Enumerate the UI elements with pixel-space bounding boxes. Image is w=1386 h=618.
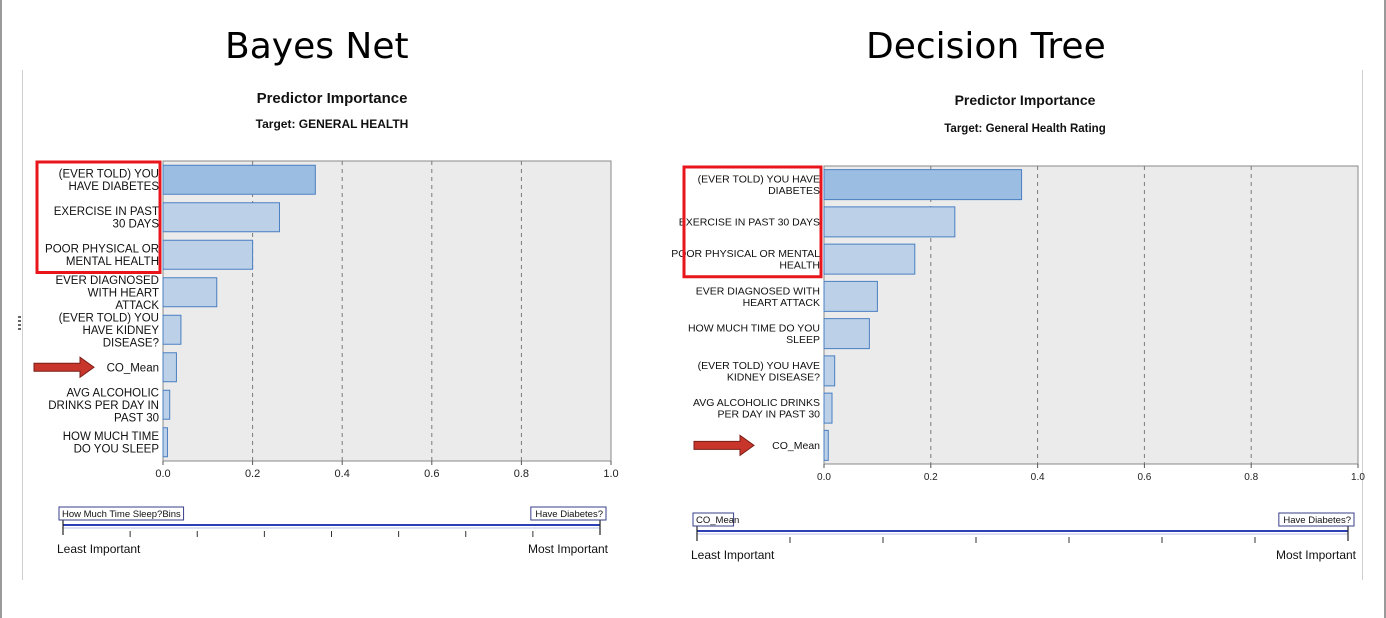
- bayes-category-label: EVER DIAGNOSED WITH HEART ATTACK: [55, 275, 159, 312]
- bayes-category-label: (EVER TOLD) YOU HAVE KIDNEY DISEASE?: [59, 312, 160, 349]
- bayes-slider-right-label-box: [530, 506, 607, 521]
- dtree-category-label: EXERCISE IN PAST 30 DAYS: [679, 217, 820, 229]
- bayes-bar: [162, 239, 254, 270]
- bayes-net-chart: Predictor Importance Target: GENERAL HEAL…: [33, 90, 619, 556]
- dtree-category-label: (EVER TOLD) YOU HAVE KIDNEY DISEASE?: [698, 360, 820, 384]
- dtree-slider-right-handle: [1345, 524, 1349, 541]
- bayes-slider-left-label-box: [58, 506, 185, 521]
- bayes-category-label: POOR PHYSICAL OR MENTAL HEALTH: [45, 244, 159, 269]
- dtree-bar: [823, 392, 833, 424]
- bayes-chart-title: Predictor Importance: [257, 90, 408, 107]
- dtree-category-label: EVER DIAGNOSED WITH HEART ATTACK: [696, 285, 820, 309]
- dtree-category-label: POOR PHYSICAL OR MENTAL HEALTH: [671, 248, 820, 272]
- dtree-slider-left-label: CO_Mean: [696, 515, 739, 526]
- bayes-slider-right-label: Have Diabetes?: [535, 509, 603, 520]
- dtree-pointer-arrow: [693, 434, 755, 457]
- dtree-slider-right-label: Have Diabetes?: [1283, 515, 1351, 526]
- dtree-bar: [823, 355, 836, 387]
- dtree-bar: [823, 280, 878, 312]
- dtree-bar: [823, 429, 829, 461]
- bayes-slider-left-label: How Much Time Sleep?Bins: [62, 509, 181, 520]
- dtree-bar: [823, 243, 916, 275]
- dtree-x-tick-label: 0.8: [1244, 472, 1258, 483]
- dtree-bar: [823, 206, 956, 238]
- right-panel-border: [1362, 70, 1363, 580]
- bayes-pointer-arrow: [33, 356, 95, 379]
- dtree-category-label: HOW MUCH TIME DO YOU SLEEP: [688, 323, 820, 347]
- bayes-category-label: EXERCISE IN PAST 30 DAYS: [54, 206, 160, 231]
- dtree-slider-left-label-box: [692, 512, 735, 527]
- dtree-bar: [823, 318, 870, 350]
- bayes-bar: [162, 427, 168, 458]
- dtree-bar: [823, 169, 1023, 201]
- window-left-border: [0, 0, 2, 618]
- dtree-x-tick-label: 0.0: [817, 472, 831, 483]
- bayes-bar: [162, 277, 218, 308]
- bayes-bar: [162, 164, 316, 195]
- bayes-bar: [162, 314, 182, 345]
- dtree-highlight-box: [682, 165, 823, 279]
- bayes-x-tick-label: 1.0: [603, 468, 618, 480]
- bayes-bar: [162, 389, 171, 420]
- bayes-x-tick-label: 0.2: [245, 468, 260, 480]
- dtree-least-important-label: Least Important: [691, 548, 775, 562]
- resize-handle[interactable]: [18, 316, 21, 330]
- dtree-x-tick-label: 0.2: [924, 472, 938, 483]
- bayes-category-label: (EVER TOLD) YOU HAVE DIABETES: [59, 169, 160, 194]
- bayes-category-label: CO_Mean: [107, 362, 159, 374]
- bayes-highlight-box: [35, 160, 162, 274]
- bayes-category-label: AVG ALCOHOLIC DRINKS PER DAY IN PAST 30: [48, 387, 159, 424]
- dtree-category-label: CO_Mean: [772, 440, 820, 452]
- dtree-category-label: AVG ALCOHOLIC DRINKS PER DAY IN PAST 30: [693, 397, 820, 421]
- dtree-x-tick-label: 1.0: [1351, 472, 1365, 483]
- bayes-x-tick-label: 0.4: [335, 468, 350, 480]
- dtree-slider-left-handle: [696, 524, 700, 541]
- bayes-most-important-label: Most Important: [528, 542, 609, 556]
- bayes-bar: [162, 352, 177, 383]
- dtree-category-label: (EVER TOLD) YOU HAVE DIABETES: [698, 174, 820, 198]
- dtree-x-tick-label: 0.4: [1031, 472, 1045, 483]
- dtree-slider-right-label-box: [1278, 512, 1355, 527]
- dtree-x-tick-label: 0.6: [1137, 472, 1151, 483]
- bayes-x-tick-label: 0.6: [424, 468, 439, 480]
- window-right-border: [1384, 0, 1386, 618]
- bayes-x-tick-label: 0.8: [514, 468, 529, 480]
- bayes-bar: [162, 202, 280, 233]
- dtree-chart-subtitle: Target: General Health Rating: [944, 123, 1105, 135]
- bayes-net-title: Bayes Net: [225, 26, 409, 67]
- bayes-category-label: HOW MUCH TIME DO YOU SLEEP: [63, 431, 160, 456]
- bayes-chart-subtitle: Target: GENERAL HEALTH: [256, 117, 409, 131]
- decision-tree-title: Decision Tree: [866, 26, 1106, 67]
- dtree-most-important-label: Most Important: [1276, 548, 1357, 562]
- left-panel-border: [22, 70, 23, 580]
- bayes-least-important-label: Least Important: [57, 542, 141, 556]
- bayes-x-tick-label: 0.0: [155, 468, 170, 480]
- dtree-chart-title: Predictor Importance: [955, 92, 1096, 108]
